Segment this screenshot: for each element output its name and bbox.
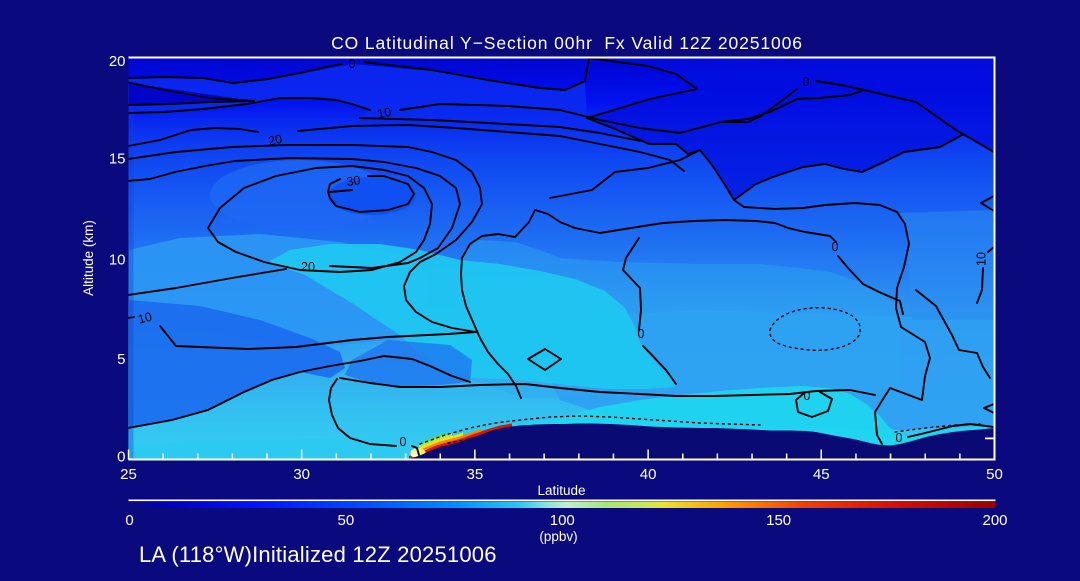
svg-text:20: 20 (267, 132, 284, 149)
svg-text:CO Latitudinal Y−Section 00hr: CO Latitudinal Y−Section 00hr Fx Valid 1… (331, 33, 803, 53)
svg-text:20: 20 (109, 53, 126, 70)
svg-text:Altitude (km): Altitude (km) (81, 220, 96, 296)
svg-text:35: 35 (467, 466, 484, 483)
svg-text:25: 25 (120, 466, 137, 483)
svg-text:0: 0 (638, 327, 645, 341)
svg-text:50: 50 (986, 466, 1003, 483)
svg-text:10: 10 (136, 310, 153, 327)
svg-text:20: 20 (301, 260, 315, 274)
svg-text:150: 150 (766, 512, 791, 529)
svg-text:LA (118°W)Initialized 12Z 2025: LA (118°W)Initialized 12Z 20251006 (139, 542, 497, 567)
svg-text:15: 15 (109, 151, 126, 168)
svg-text:100: 100 (550, 512, 575, 529)
svg-text:0: 0 (117, 449, 125, 466)
svg-text:0: 0 (349, 57, 356, 71)
svg-text:45: 45 (813, 466, 830, 483)
svg-text:50: 50 (338, 512, 355, 529)
svg-text:10: 10 (975, 252, 989, 266)
svg-text:30: 30 (346, 173, 362, 189)
svg-text:0: 0 (896, 431, 903, 445)
svg-text:10: 10 (109, 252, 126, 269)
svg-text:Latitude: Latitude (537, 483, 585, 498)
svg-text:0: 0 (400, 435, 407, 449)
svg-text:0: 0 (832, 240, 839, 254)
svg-text:40: 40 (640, 466, 657, 483)
svg-text:30: 30 (293, 466, 310, 483)
svg-text:0: 0 (804, 389, 811, 403)
svg-text:5: 5 (117, 351, 125, 368)
svg-text:0: 0 (125, 512, 133, 529)
svg-text:10: 10 (376, 105, 392, 121)
svg-text:200: 200 (982, 512, 1007, 529)
svg-text:0: 0 (803, 75, 810, 89)
svg-text:(ppbv): (ppbv) (539, 529, 577, 544)
